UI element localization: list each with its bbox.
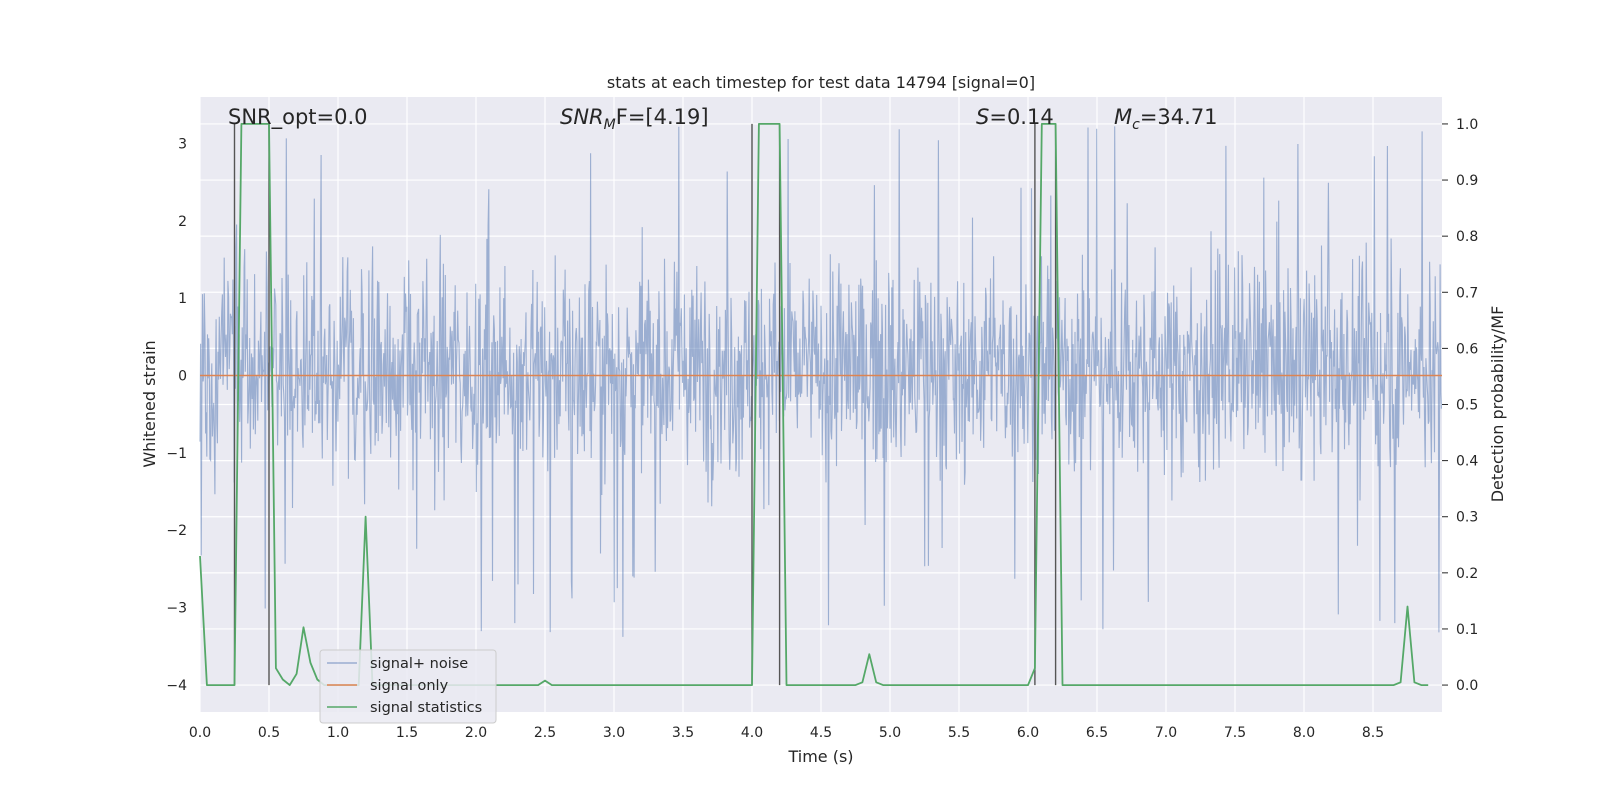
chart-title: stats at each timestep for test data 147… (607, 73, 1035, 92)
x-tick-label: 2.5 (534, 725, 556, 741)
y-axis-label-left: Whitened strain (140, 340, 159, 467)
y-right-tick-label: 0.5 (1456, 398, 1478, 414)
x-tick-label: 8.5 (1362, 725, 1384, 741)
x-tick-label: 0.5 (258, 725, 280, 741)
legend-label-signal-noise: signal+ noise (370, 656, 468, 672)
y-left-tick-label: −4 (166, 678, 187, 694)
x-axis-label: Time (s) (787, 747, 853, 766)
x-tick-label: 1.5 (396, 725, 418, 741)
y-right-tick-label: 0.7 (1456, 285, 1478, 301)
snr-mf-sub: M (604, 117, 616, 133)
x-tick-label: 1.0 (327, 725, 349, 741)
signal-statistics-line (199, 123, 1429, 686)
annotation-mc: Mc=34.71 (1114, 105, 1218, 133)
x-tick-label: 8.0 (1293, 725, 1315, 741)
y-left-tick-label: 1 (178, 291, 187, 307)
y-left-tick-label: 2 (178, 214, 187, 230)
signal-noise-line (199, 126, 1442, 637)
y-right-tick-label: 0.1 (1456, 622, 1478, 638)
y-left-tick-label: −3 (166, 601, 187, 617)
y-ticks-left: −4 −3 −2 −1 0 1 2 3 (166, 136, 187, 694)
vertical-markers (233, 123, 1057, 686)
x-tick-label: 3.5 (672, 725, 694, 741)
y-left-tick-label: −1 (166, 446, 187, 462)
x-tick-label: 0.0 (189, 725, 211, 741)
x-ticks: 0.0 0.5 1.0 1.5 2.0 2.5 3.0 3.5 4.0 4.5 5.0 5.5 6.0 6… (189, 725, 1384, 741)
snr-mf-suffix: F=[4.19] (616, 105, 709, 129)
signal-statistics-series (199, 123, 1429, 686)
y-left-tick-label: 0 (178, 368, 187, 384)
x-tick-label: 4.5 (810, 725, 832, 741)
snr-mf-prefix: SNR (560, 105, 604, 129)
y-right-tick-label: 0.0 (1456, 678, 1478, 694)
s-value: =0.14 (989, 105, 1053, 129)
y-right-tick-label: 0.8 (1456, 229, 1478, 245)
y-right-tick-label: 0.4 (1456, 454, 1478, 470)
mc-value: =34.71 (1140, 105, 1218, 129)
y-axis-label-right: Detection probability/MF (1488, 306, 1507, 503)
y-left-tick-label: 3 (178, 136, 187, 152)
x-tick-label: 5.0 (879, 725, 901, 741)
x-tick-label: 5.5 (948, 725, 970, 741)
x-tick-label: 4.0 (741, 725, 763, 741)
annotation-s: S=0.14 (976, 105, 1054, 129)
y-left-tick-label: −2 (166, 523, 187, 539)
x-tick-label: 2.0 (465, 725, 487, 741)
y-right-tick-label: 0.6 (1456, 341, 1478, 357)
legend: signal+ noise signal only signal statist… (319, 649, 497, 724)
legend-label-signal-statistics: signal statistics (370, 700, 482, 716)
y-right-tick-label: 0.2 (1456, 566, 1478, 582)
x-tick-label: 6.0 (1017, 725, 1039, 741)
x-tick-label: 3.0 (603, 725, 625, 741)
y-right-tick-label: 0.9 (1456, 173, 1478, 189)
mc-label: M (1114, 105, 1132, 129)
x-tick-label: 7.0 (1155, 725, 1177, 741)
legend-box (319, 649, 497, 724)
annotation-snr-opt: SNR_opt=0.0 (228, 105, 368, 130)
y-right-tick-label: 0.3 (1456, 510, 1478, 526)
y-ticks-right: 0.0 0.1 0.2 0.3 0.4 0.5 0.6 0.7 0.8 0.9 1.0 (1442, 117, 1478, 694)
y-right-tick-label: 1.0 (1456, 117, 1478, 133)
legend-label-signal-only: signal only (370, 678, 449, 694)
x-tick-label: 6.5 (1086, 725, 1108, 741)
x-tick-label: 7.5 (1224, 725, 1246, 741)
signal-noise-series (199, 126, 1442, 637)
annotation-snr-mf: SNRMF=[4.19] (560, 105, 709, 133)
mc-sub: c (1132, 117, 1140, 133)
s-label: S (976, 105, 989, 129)
